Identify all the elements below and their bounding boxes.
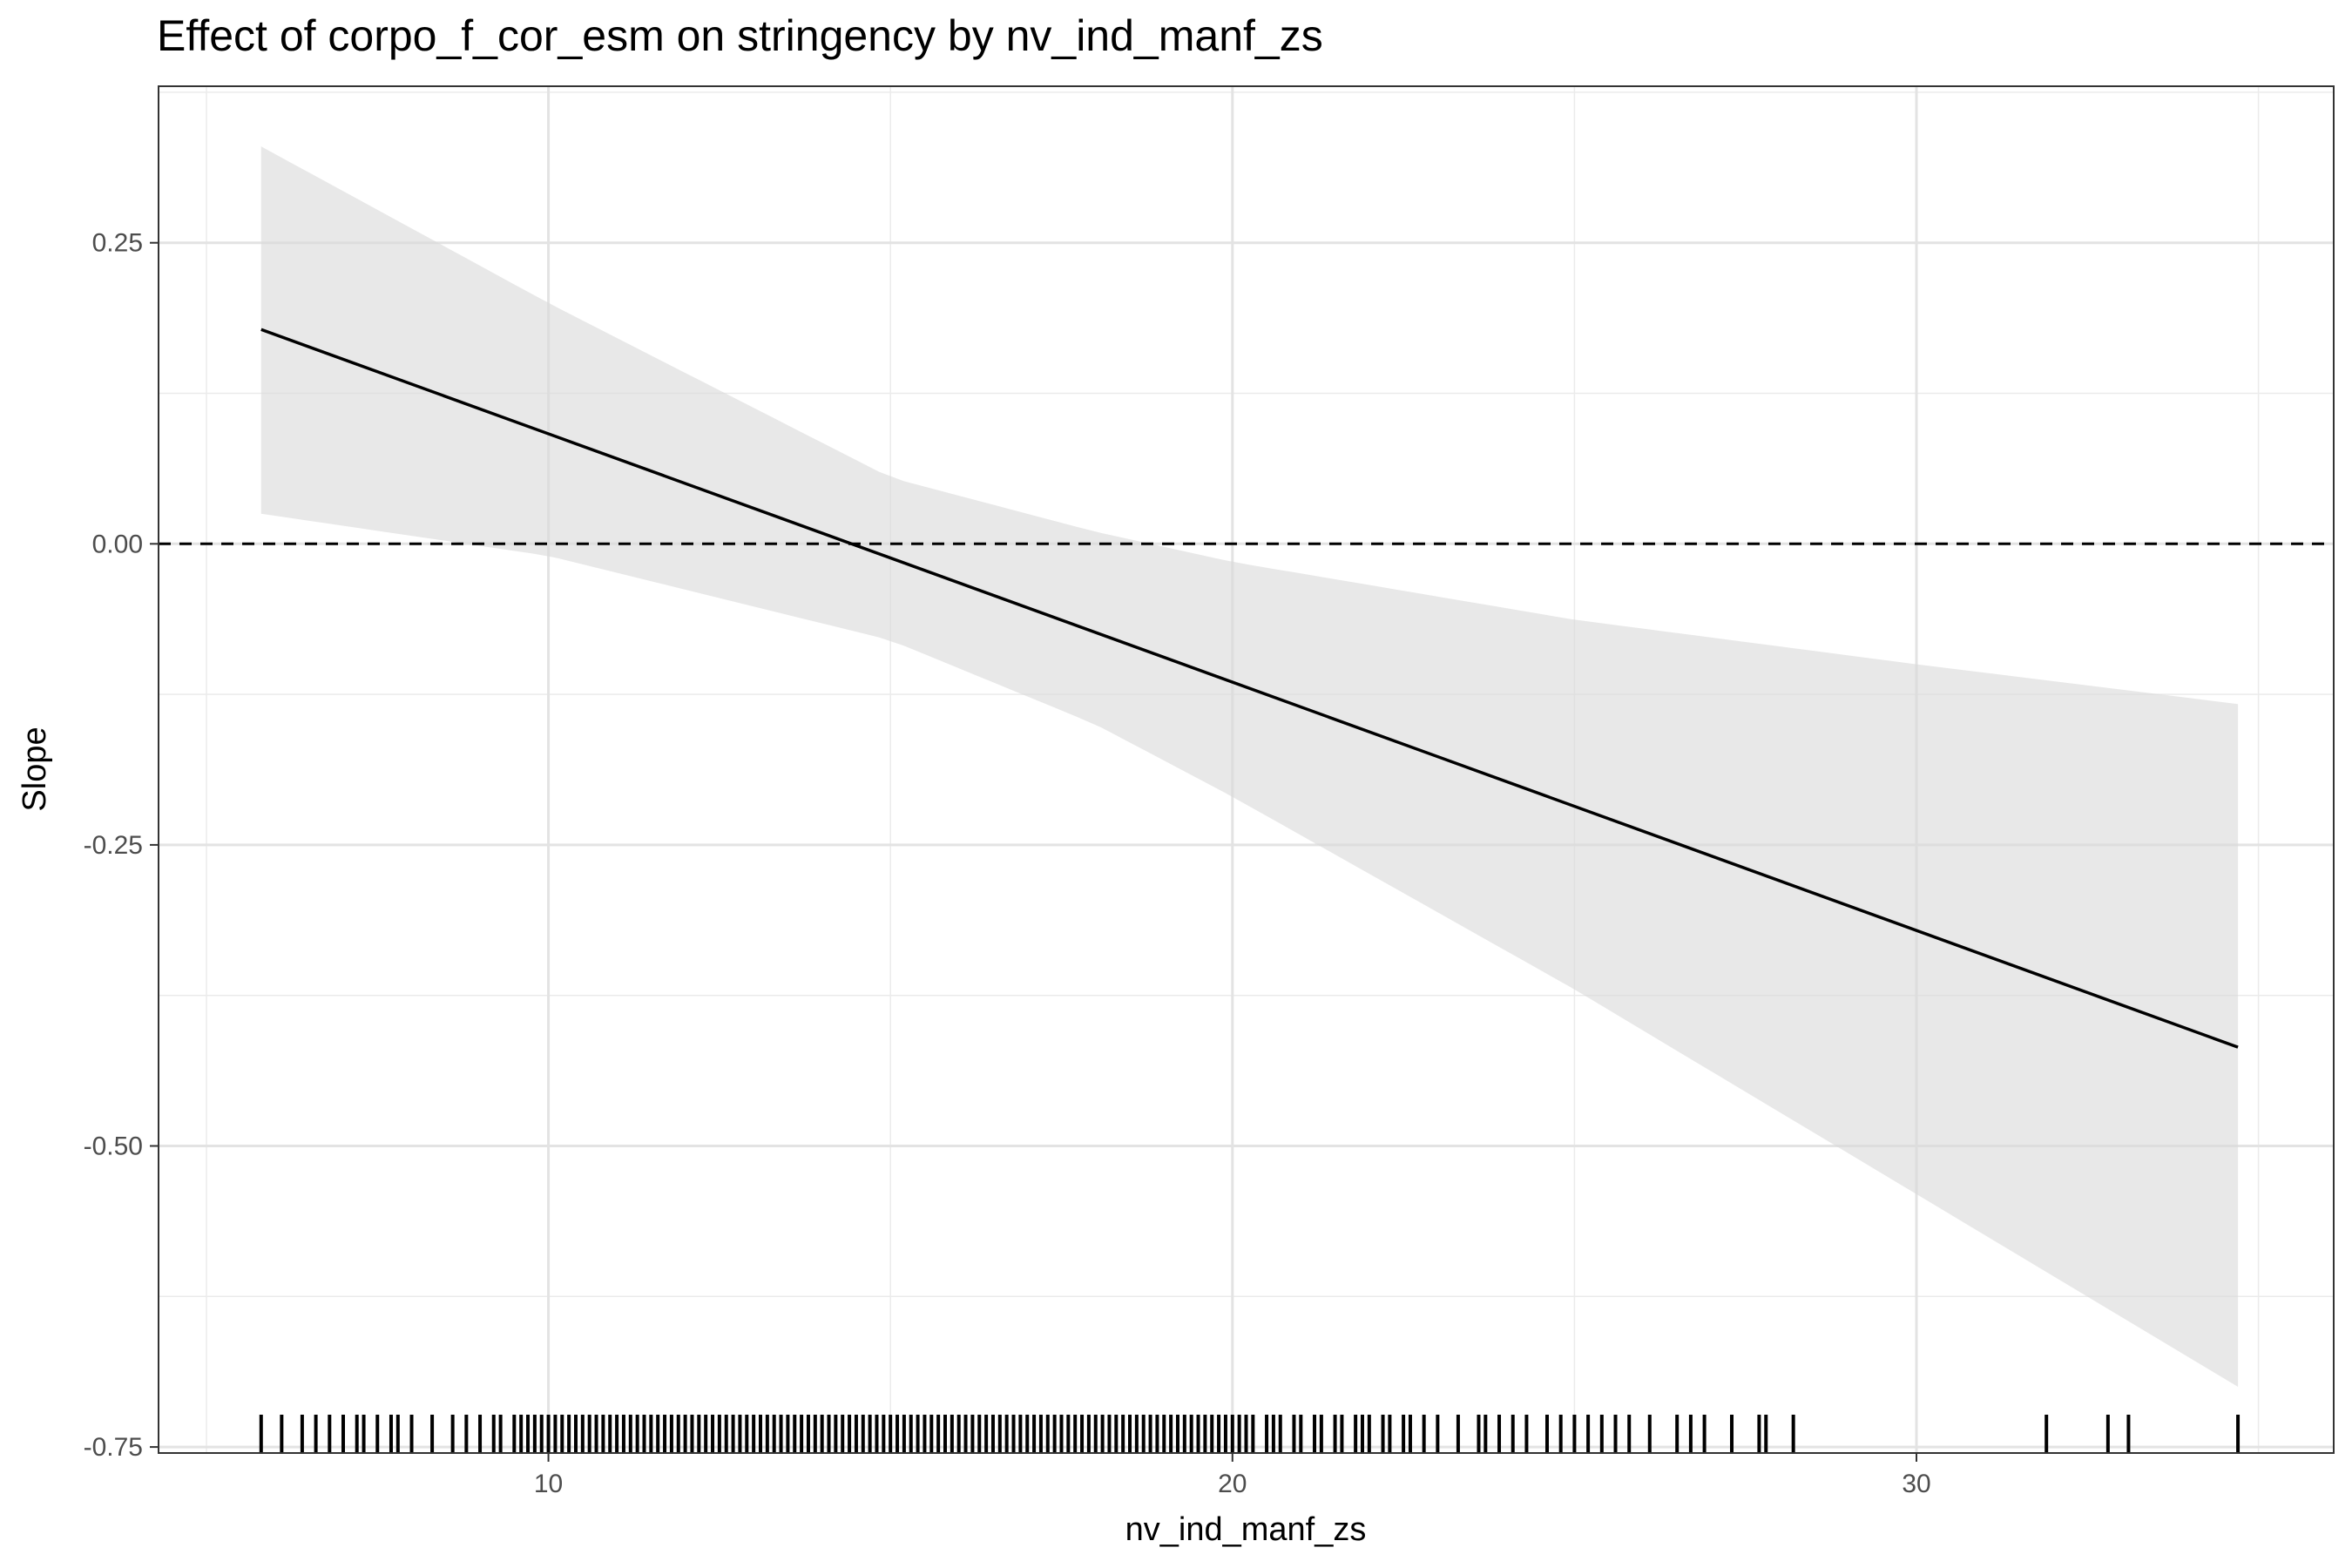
panel-border: [158, 85, 2335, 1454]
slope-line-layer: [260, 328, 2239, 1049]
confidence-band: [260, 146, 2239, 1388]
y-tick-label: -0.75: [84, 1433, 143, 1462]
y-tick-label: 0.25: [92, 229, 143, 258]
x-axis-title: nv_ind_manf_zs: [1125, 1511, 1367, 1548]
y-tick-label: 0.00: [92, 530, 143, 558]
slope-line: [260, 328, 2239, 1049]
y-axis-title: Slope: [17, 727, 53, 811]
x-tick-label: 20: [1218, 1470, 1247, 1498]
chart-title: Effect of corpo_f_cor_esm on stringency …: [157, 11, 1323, 60]
x-tick-label: 10: [534, 1470, 563, 1498]
y-tick-label: -0.25: [84, 831, 143, 860]
y-tick-label: -0.50: [84, 1132, 143, 1160]
x-tick-label: 30: [1902, 1470, 1930, 1498]
confidence-band-layer: [260, 146, 2239, 1388]
axes: 10 20 30 -0.75 -0.50 -0.25 0.00 0.25: [84, 229, 1931, 1498]
rug-layer: [259, 1415, 2240, 1453]
